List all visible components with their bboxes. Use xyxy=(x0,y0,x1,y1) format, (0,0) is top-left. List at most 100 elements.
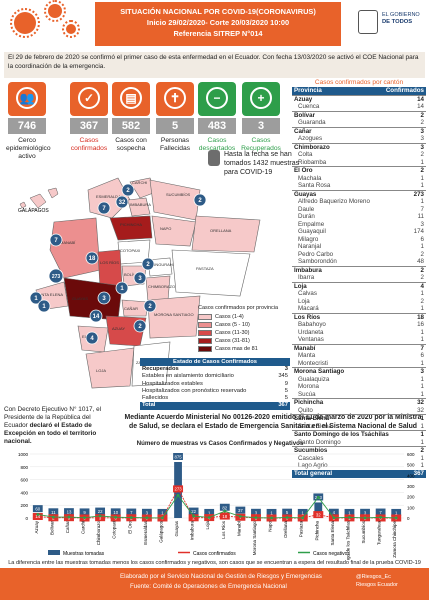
bar-value-label: 3 xyxy=(146,510,149,515)
case-count-bubble xyxy=(37,299,51,313)
row-value: 1 xyxy=(420,375,424,383)
row-name: Morona xyxy=(298,383,319,390)
confirmed-line xyxy=(37,487,397,519)
province-row: Santo Domingo de los Tsáchilas 1 xyxy=(292,430,426,439)
states-row-value: 345 xyxy=(278,373,288,380)
row-name: Pedro Carbo xyxy=(298,250,334,258)
bar-label-bg xyxy=(188,507,199,515)
y2-tick-label: 600 xyxy=(407,452,415,457)
title-line2: Inicio 29/02/2020- Corte 20/03/2020 10:0… xyxy=(146,18,290,27)
row-value: 32 xyxy=(417,399,424,406)
case-count-label: 2 xyxy=(148,304,152,310)
negative-point xyxy=(348,515,351,519)
kpi-value: 483 xyxy=(198,118,236,134)
canton-row: Colta 2 xyxy=(292,151,426,159)
case-count-bubble xyxy=(89,309,103,323)
province-shape xyxy=(147,295,201,339)
legend-label: Casos (31-81) xyxy=(215,338,250,344)
row-name: Alfredo Baquerizo Moreno xyxy=(298,198,370,205)
x-tick-label: Galápagos xyxy=(158,520,163,543)
y2-tick-label: 400 xyxy=(407,473,415,478)
case-count-label: 2 xyxy=(146,262,150,268)
x-tick-label: Napo xyxy=(268,521,273,532)
case-count-bubble xyxy=(48,268,64,284)
confirmed-label-bg xyxy=(95,514,106,522)
province-label: TUNGURAHUA xyxy=(150,262,179,267)
x-tick-label: Santa Elena xyxy=(330,521,335,546)
row-value: 2 xyxy=(420,250,424,258)
canton-row: Santa Rosa 1 xyxy=(292,182,426,190)
kpi-value: 582 xyxy=(112,118,150,134)
states-row-value: 9 xyxy=(284,380,288,387)
y2-tick-label: 500 xyxy=(407,463,415,468)
bar-label-bg xyxy=(79,508,90,516)
twitter-handle[interactable]: @Riesgos_Ec xyxy=(356,574,391,580)
bar-value-label: 60 xyxy=(35,507,40,512)
check-icon: ✓ xyxy=(78,87,100,109)
confirmed-label-bg xyxy=(188,514,199,522)
case-count-bubble xyxy=(115,281,129,295)
case-count-bubble xyxy=(97,291,111,305)
negative-point xyxy=(285,516,289,519)
ministerial-agreement: Mediante Acuerdo Ministerial No 00126-20… xyxy=(124,414,422,430)
bar-label-bg xyxy=(344,508,355,516)
intro-text: El 29 de febrero de 2020 se confirmó el … xyxy=(4,52,425,78)
x-tick-label: Cotopaxi xyxy=(112,521,117,539)
row-name: Machala xyxy=(298,174,322,182)
row-name: Daule xyxy=(298,205,315,213)
row-value: 3 xyxy=(420,143,424,151)
case-count-bubble xyxy=(133,319,147,333)
x-tick-label: Pastaza xyxy=(299,521,304,538)
states-row: Hospitalizados estables 9 xyxy=(140,381,290,388)
facebook-handle[interactable]: Riesgos Ecuador xyxy=(356,582,398,588)
canton-row: Lago Agrio 1 xyxy=(292,462,426,470)
row-value: 1 xyxy=(420,336,424,343)
galapagos-islands xyxy=(19,187,59,209)
row-value: 1 xyxy=(420,174,424,182)
province-shape xyxy=(85,347,135,389)
row-name: Guayas xyxy=(294,190,317,198)
negative-point xyxy=(176,493,180,497)
decree-part1: Con Decreto Ejecutivo N° 1017, el Presid… xyxy=(4,406,102,429)
case-count-label: 14 xyxy=(93,314,100,320)
kpi-1-tile: ✓ xyxy=(70,82,108,116)
province-label: IMBABURA xyxy=(130,202,151,207)
negative-point xyxy=(83,516,86,520)
case-count-label: 2 xyxy=(138,324,142,330)
y-tick-label: 200 xyxy=(20,503,28,508)
cases-by-canton-table: Casos confirmados por cantón Provincia C… xyxy=(292,78,426,478)
map-legend: Casos confirmados por provincia Casos (1… xyxy=(198,305,288,354)
government-logo: EL GOBIERNO DE TODOS xyxy=(356,6,426,40)
row-name: Cuenca xyxy=(298,103,320,110)
row-value: 1 xyxy=(420,438,424,446)
case-count-label: 2 xyxy=(126,188,130,194)
samples-note: Hasta la fecha se han tomados 1432 muest… xyxy=(208,150,303,177)
confirmed-value-label: 32 xyxy=(316,512,321,517)
pending-note: La diferencia entre las muestras tomadas… xyxy=(8,560,421,566)
x-tick-label: Santo Domingo de los Tsáchilas xyxy=(345,520,350,560)
row-value: 32 xyxy=(417,406,424,414)
bar-label-bg xyxy=(141,508,152,516)
canton-row: Manta 6 xyxy=(292,352,426,360)
confirmed-value-label: 3 xyxy=(99,515,102,520)
row-value: 1 xyxy=(420,243,424,250)
canton-row: Montecristi 1 xyxy=(292,360,426,368)
canton-row: Ibarra 2 xyxy=(292,274,426,282)
confirmed-value-label: 18 xyxy=(222,514,227,519)
bar-label-bg xyxy=(64,508,74,516)
clipboard-icon: ▤ xyxy=(120,87,142,109)
row-value: 2 xyxy=(420,167,424,174)
case-count-label: 4 xyxy=(90,336,94,342)
row-value: 14 xyxy=(417,95,424,103)
negative-point xyxy=(394,516,398,520)
row-value: 1 xyxy=(420,328,424,336)
province-row: Azuay 14 xyxy=(292,94,426,104)
row-name: Samborondón xyxy=(298,258,337,265)
canton-row: Babahoyo 16 xyxy=(292,321,426,329)
province-row: Guayas 273 xyxy=(292,189,426,199)
row-value: 2 xyxy=(420,297,424,305)
canton-row: Loja 2 xyxy=(292,298,426,306)
states-row: Fallecidos 5 xyxy=(140,395,290,402)
states-row: Estables en aislamiento domiciliario 345 xyxy=(140,373,290,380)
bar-label-bg xyxy=(48,508,59,516)
